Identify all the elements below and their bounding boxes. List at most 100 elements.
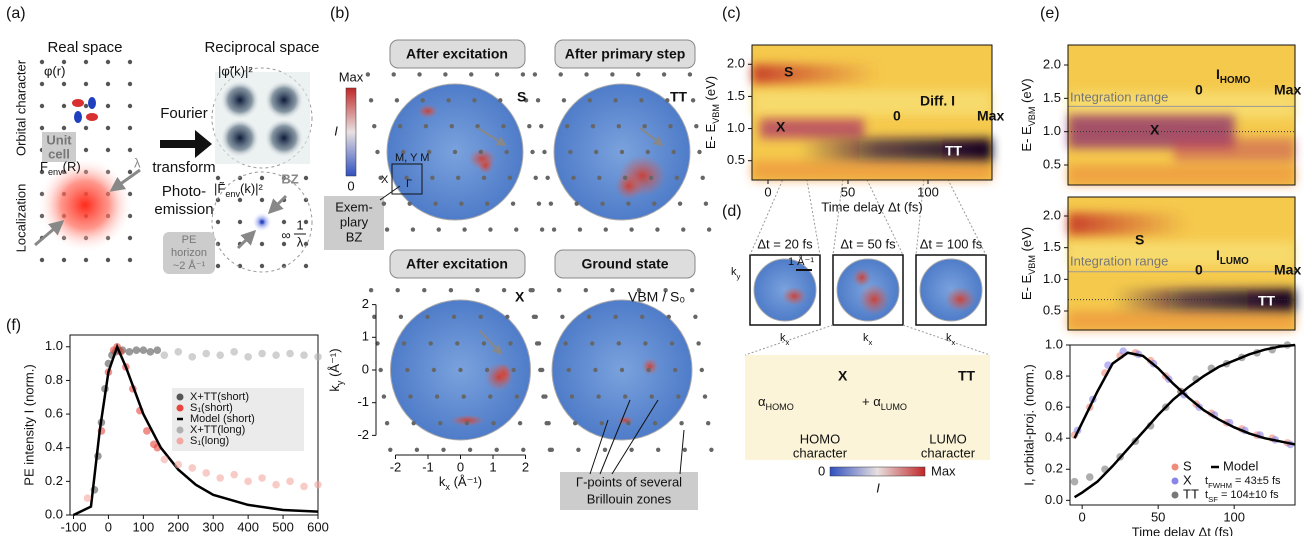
map-title: Ground state bbox=[581, 256, 668, 272]
horizon-circle bbox=[211, 171, 313, 273]
gamma-point bbox=[381, 201, 387, 206]
text-part: E- E bbox=[703, 123, 718, 149]
text-part: (eV) bbox=[1019, 78, 1034, 106]
y-tick-label: 1.0 bbox=[45, 338, 63, 353]
symbol: φ(r) bbox=[44, 63, 65, 78]
gamma-point bbox=[478, 149, 484, 155]
legend-label: X+TT(long) bbox=[190, 424, 245, 436]
gamma-point bbox=[706, 421, 711, 426]
intensity bbox=[615, 172, 643, 200]
gamma-point bbox=[411, 421, 416, 426]
map-title: After excitation bbox=[406, 46, 508, 62]
text-part: VBM bbox=[1027, 107, 1037, 127]
panel-label: (c) bbox=[722, 5, 741, 22]
legend-box bbox=[172, 388, 304, 451]
scale-label: 1 Å⁻¹ bbox=[788, 255, 814, 268]
text-part: k bbox=[863, 332, 869, 344]
gamma-point bbox=[643, 341, 648, 346]
y-tick-label: 2.0 bbox=[727, 56, 745, 71]
gamma-point bbox=[451, 314, 457, 319]
gamma-point bbox=[504, 149, 509, 155]
gamma-point bbox=[655, 227, 660, 232]
text-part: k bbox=[780, 332, 786, 344]
gamma-point bbox=[481, 175, 487, 181]
y-tick-label: 0.4 bbox=[45, 439, 63, 454]
intensity bbox=[752, 160, 992, 180]
data-point bbox=[258, 474, 266, 482]
gamma-point bbox=[706, 227, 712, 232]
intensity bbox=[752, 64, 880, 84]
gamma-point bbox=[623, 394, 628, 399]
label: Photo- bbox=[162, 183, 206, 200]
y-tick-label: 1.5 bbox=[1043, 90, 1061, 105]
data-point bbox=[174, 348, 183, 356]
x-tick-label: 50 bbox=[841, 184, 855, 199]
gamma-point bbox=[449, 123, 454, 129]
heatmap bbox=[1068, 212, 1295, 330]
y-axis-label: PE intensity I (norm.) bbox=[21, 364, 36, 485]
gamma-point bbox=[501, 288, 507, 293]
arrow bbox=[160, 130, 212, 158]
gamma-point bbox=[694, 123, 699, 129]
intensity bbox=[450, 414, 485, 426]
state-label: X bbox=[515, 289, 525, 305]
text-part: SF bbox=[1208, 495, 1218, 504]
gamma-point bbox=[573, 421, 578, 426]
label: BZ bbox=[281, 171, 298, 186]
panel-label: (a) bbox=[6, 5, 26, 22]
data-point bbox=[1085, 473, 1094, 481]
lattice-point bbox=[39, 59, 45, 65]
data-point bbox=[160, 351, 169, 359]
arrow bbox=[479, 330, 503, 356]
lattice-point bbox=[237, 197, 243, 203]
delay-label: Δt = 20 fs bbox=[757, 236, 813, 251]
colorbar-label: I bbox=[334, 123, 338, 138]
gamma-point bbox=[443, 72, 448, 77]
label: horizon bbox=[171, 247, 207, 259]
title-box bbox=[389, 39, 526, 69]
text-part: y bbox=[335, 380, 345, 385]
gamma-point bbox=[564, 123, 570, 129]
plot-frame bbox=[751, 44, 993, 181]
gamma-point bbox=[423, 123, 429, 129]
gamma-point bbox=[469, 72, 474, 77]
gamma-point bbox=[378, 175, 383, 181]
lattice-point bbox=[237, 175, 243, 181]
gamma-point bbox=[569, 394, 575, 399]
data-point bbox=[216, 474, 224, 482]
gamma-point bbox=[368, 288, 374, 293]
text-part: (k)|² bbox=[240, 181, 264, 196]
gamma-point bbox=[577, 227, 583, 232]
x-tick-label: 600 bbox=[307, 519, 329, 534]
y-axis-label: E- EVBM (eV) bbox=[1019, 78, 1037, 151]
title-box bbox=[554, 39, 696, 69]
legend-swatch bbox=[1171, 491, 1179, 499]
gamma-point bbox=[446, 98, 451, 103]
lattice-point bbox=[259, 197, 265, 203]
gamma-point bbox=[600, 201, 605, 206]
gamma-point bbox=[536, 201, 542, 206]
x-tick-label: 300 bbox=[202, 519, 224, 534]
lattice-point bbox=[83, 125, 89, 131]
data-point bbox=[139, 346, 148, 354]
gamma-point bbox=[693, 314, 698, 319]
intensity bbox=[1113, 288, 1295, 311]
gamma-point bbox=[535, 98, 541, 103]
sum-box bbox=[745, 355, 990, 460]
gamma-point bbox=[511, 367, 516, 373]
text-part: = 43±5 fs bbox=[1232, 475, 1281, 487]
gamma-point bbox=[671, 149, 676, 155]
gamma-point bbox=[378, 367, 383, 373]
bz-label: Γ bbox=[406, 178, 412, 190]
y-tick-label: 0 bbox=[362, 361, 369, 376]
gamma-point bbox=[613, 314, 618, 319]
bz-label: X bbox=[381, 174, 389, 186]
text-part: F bbox=[40, 159, 48, 174]
gamma-point bbox=[475, 123, 480, 129]
x-tick-label: -1 bbox=[422, 459, 434, 474]
text-part: x bbox=[445, 482, 450, 492]
gamma-point bbox=[459, 201, 464, 206]
gamma-point bbox=[597, 175, 602, 181]
y-tick-label: 2 bbox=[362, 296, 369, 311]
